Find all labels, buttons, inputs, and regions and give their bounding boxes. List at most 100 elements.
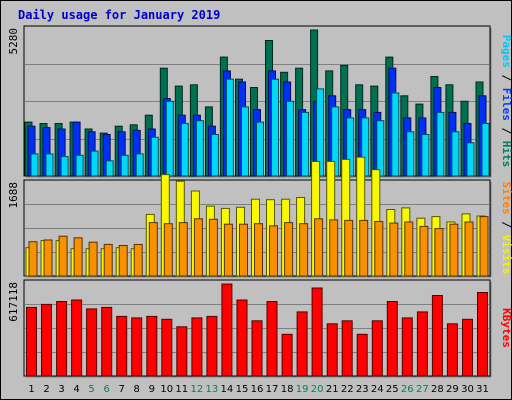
bar-pages-day-9 [150, 136, 159, 177]
bar-sites-day-22 [344, 219, 354, 277]
side-legend-entry: / [500, 215, 512, 235]
x-tick-label: 14 [221, 384, 234, 395]
bar-sites-day-17 [269, 225, 278, 277]
bar-kbytes-day-2 [41, 303, 52, 377]
x-tick-label: 26 [401, 384, 414, 395]
x-tick-label: 29 [446, 384, 459, 395]
bar-sites-day-19 [299, 223, 309, 277]
x-tick-label: 17 [266, 384, 279, 395]
bar-sites-day-10 [163, 223, 173, 277]
bar-sites-day-2 [43, 239, 53, 277]
bar-pages-day-29 [451, 131, 460, 177]
side-legend-entry: Hits [500, 141, 512, 168]
bar-pages-day-18 [286, 100, 295, 177]
bar-sites-day-15 [239, 223, 248, 277]
bar-pages-day-14 [225, 78, 234, 177]
x-tick-label: 9 [149, 384, 155, 395]
bar-kbytes-day-26 [401, 317, 413, 377]
bar-kbytes-day-3 [56, 301, 68, 377]
bar-pages-day-31 [481, 123, 490, 177]
x-tick-label: 10 [160, 384, 173, 395]
bar-sites-day-8 [133, 243, 143, 277]
bar-sites-day-30 [464, 221, 474, 277]
bar-kbytes-day-21 [326, 323, 338, 377]
x-tick-label: 20 [311, 384, 324, 395]
bar-sites-day-18 [284, 222, 294, 277]
side-legend-entry: Pages [500, 35, 512, 68]
bar-sites-day-9 [148, 222, 158, 277]
bar-kbytes-day-30 [462, 318, 473, 377]
bar-kbytes-day-12 [191, 317, 203, 377]
bar-kbytes-day-11 [176, 326, 188, 377]
bar-pages-day-3 [60, 156, 69, 177]
bar-kbytes-day-4 [71, 299, 83, 377]
x-tick-label: 1 [28, 384, 34, 395]
bar-kbytes-day-22 [341, 320, 353, 377]
bar-pages-day-30 [466, 142, 475, 177]
bar-pages-day-27 [421, 134, 430, 177]
bar-pages-day-17 [271, 78, 279, 177]
x-tick-label: 24 [371, 384, 384, 395]
bar-kbytes-day-7 [116, 315, 128, 377]
bar-kbytes-day-6 [101, 306, 113, 377]
x-tick-label: 2 [43, 384, 49, 395]
bar-sites-day-7 [118, 245, 128, 277]
side-legend: Pages / Files / Hits [500, 35, 512, 168]
x-tick-label: 31 [476, 384, 489, 395]
bar-sites-day-26 [404, 221, 414, 277]
panel-visits-sites: 1688 Sites / Visits [7, 156, 512, 278]
bar-sites-day-31 [479, 216, 489, 277]
bar-sites-day-23 [359, 219, 369, 277]
x-tick-label: 18 [281, 384, 294, 395]
bar-sites-day-16 [254, 223, 263, 277]
bar-kbytes-day-8 [131, 317, 143, 377]
x-tick-label: 23 [356, 384, 369, 395]
x-tick-label: 6 [104, 384, 110, 395]
x-tick-label: 4 [73, 384, 79, 395]
bar-sites-day-21 [329, 219, 339, 277]
chart-title: Daily usage for January 2019 [18, 8, 220, 22]
bar-pages-day-19 [301, 111, 310, 177]
bar-pages-day-26 [406, 131, 415, 177]
x-tick-label: 21 [326, 384, 339, 395]
x-tick-label: 11 [175, 384, 188, 395]
bar-pages-day-4 [75, 154, 84, 177]
side-legend-entry: Visits [500, 235, 512, 275]
bar-kbytes-day-31 [477, 292, 488, 377]
x-tick-label: 7 [119, 384, 125, 395]
x-tick-label: 22 [341, 384, 354, 395]
x-tick-label: 16 [251, 384, 264, 395]
x-tick-label: 13 [206, 384, 219, 395]
side-legend-entry: Files [500, 88, 512, 121]
bar-kbytes-day-17 [266, 301, 278, 377]
y-max-label: 5280 [7, 28, 20, 55]
bar-pages-day-13 [210, 134, 219, 177]
bar-sites-day-20 [314, 218, 324, 277]
bar-pages-day-12 [195, 120, 204, 177]
bar-pages-day-15 [241, 106, 249, 177]
side-legend-entry: Sites [500, 182, 512, 215]
bar-pages-day-8 [135, 153, 144, 177]
bar-pages-day-16 [256, 121, 264, 177]
x-tick-label: 28 [431, 384, 444, 395]
bar-sites-day-14 [223, 223, 233, 277]
bar-sites-day-12 [193, 218, 203, 277]
bar-kbytes-day-28 [431, 295, 443, 377]
bar-kbytes-day-20 [311, 287, 323, 377]
bar-kbytes-day-23 [356, 333, 368, 377]
bar-pages-day-24 [376, 120, 385, 177]
bar-kbytes-day-15 [236, 299, 248, 377]
bar-kbytes-day-29 [446, 323, 458, 377]
bar-sites-day-6 [103, 243, 113, 277]
bar-sites-day-24 [374, 221, 384, 277]
bar-sites-day-1 [28, 241, 38, 277]
y-max-label: 1688 [7, 182, 20, 209]
side-legend: KBytes [500, 308, 512, 348]
bar-kbytes-day-10 [161, 318, 173, 377]
bar-kbytes-day-9 [146, 315, 158, 377]
bar-pages-day-2 [45, 153, 54, 177]
x-tick-label: 5 [88, 384, 94, 395]
bar-kbytes-day-19 [296, 311, 308, 377]
bar-sites-day-25 [389, 222, 399, 277]
bar-pages-day-7 [120, 154, 129, 177]
